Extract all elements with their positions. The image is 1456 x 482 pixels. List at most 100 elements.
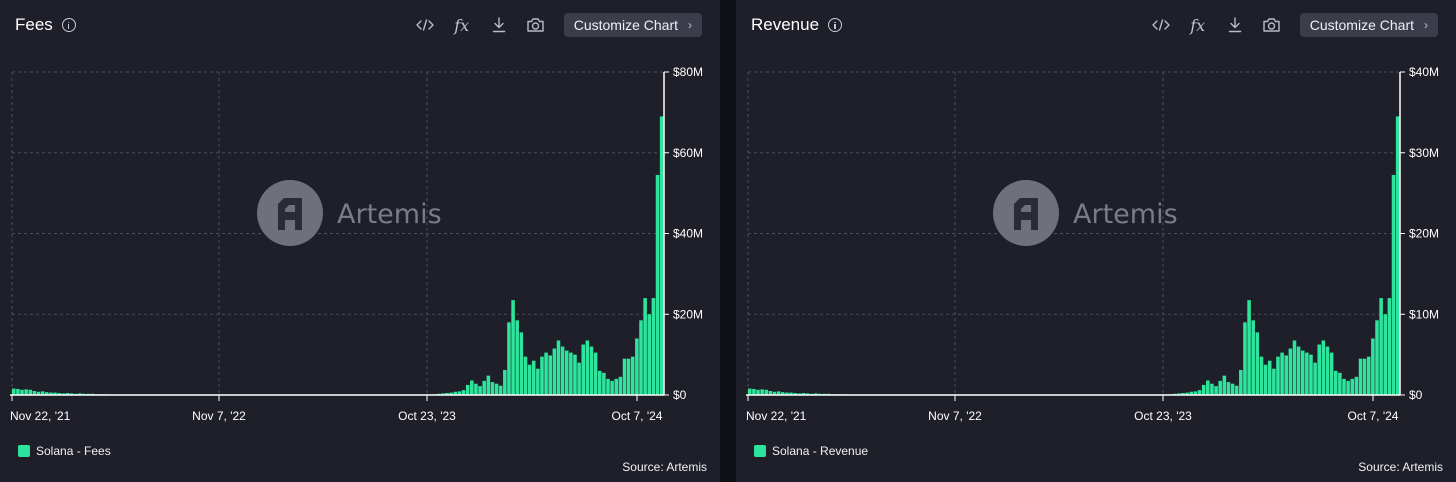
bar[interactable]: [1276, 356, 1280, 395]
bar[interactable]: [1300, 350, 1305, 395]
bar[interactable]: [1383, 314, 1388, 395]
bar[interactable]: [1181, 392, 1185, 395]
bar[interactable]: [490, 382, 495, 395]
bar[interactable]: [1267, 360, 1272, 395]
bar[interactable]: [564, 350, 569, 395]
bar[interactable]: [569, 352, 573, 395]
bar[interactable]: [1346, 380, 1350, 395]
bar[interactable]: [441, 393, 445, 395]
bar[interactable]: [1309, 354, 1313, 396]
bar[interactable]: [78, 393, 82, 395]
bar[interactable]: [69, 393, 74, 395]
bar[interactable]: [1234, 385, 1239, 395]
bar[interactable]: [764, 389, 769, 395]
bar[interactable]: [1379, 298, 1383, 395]
bar[interactable]: [610, 380, 614, 395]
bar[interactable]: [789, 392, 793, 395]
bar[interactable]: [1185, 392, 1189, 395]
bar[interactable]: [1358, 358, 1363, 395]
bar[interactable]: [606, 378, 610, 395]
camera-icon[interactable]: [525, 14, 547, 36]
bar[interactable]: [748, 388, 752, 395]
bar[interactable]: [618, 376, 623, 395]
bar[interactable]: [1329, 352, 1334, 395]
formula-icon[interactable]: fx: [454, 15, 470, 35]
bar[interactable]: [1226, 382, 1231, 395]
bar[interactable]: [453, 391, 458, 395]
bar[interactable]: [515, 320, 519, 395]
bar[interactable]: [519, 332, 524, 395]
bar[interactable]: [630, 356, 635, 395]
bar[interactable]: [1177, 393, 1181, 395]
bar[interactable]: [1292, 340, 1297, 395]
bar[interactable]: [478, 386, 482, 395]
bar[interactable]: [1243, 322, 1247, 395]
bar[interactable]: [1387, 298, 1392, 395]
bar[interactable]: [1251, 320, 1255, 395]
bar[interactable]: [639, 320, 643, 395]
bar[interactable]: [531, 360, 536, 395]
bar[interactable]: [659, 116, 664, 395]
bar[interactable]: [781, 392, 785, 395]
bar[interactable]: [585, 340, 590, 395]
bar[interactable]: [1218, 380, 1222, 395]
bar[interactable]: [486, 375, 491, 395]
bar[interactable]: [1263, 364, 1268, 395]
bar[interactable]: [560, 346, 565, 395]
bar[interactable]: [573, 354, 577, 396]
bar[interactable]: [1333, 370, 1338, 395]
bar[interactable]: [805, 393, 810, 395]
bar[interactable]: [760, 389, 764, 395]
bar[interactable]: [494, 383, 499, 395]
bar[interactable]: [61, 393, 66, 395]
bar[interactable]: [655, 174, 660, 395]
bar[interactable]: [16, 388, 20, 395]
bar[interactable]: [445, 392, 449, 395]
bar[interactable]: [45, 392, 49, 395]
bar[interactable]: [1206, 380, 1210, 395]
bar[interactable]: [544, 352, 548, 395]
bar[interactable]: [536, 368, 540, 395]
bar[interactable]: [461, 390, 466, 395]
bar[interactable]: [626, 358, 631, 395]
bar[interactable]: [793, 392, 797, 395]
bar[interactable]: [65, 392, 70, 395]
bar[interactable]: [12, 388, 16, 395]
bar[interactable]: [1362, 358, 1367, 395]
bar[interactable]: [593, 352, 598, 395]
embed-icon[interactable]: [1150, 14, 1172, 36]
bar[interactable]: [1305, 352, 1309, 395]
bar[interactable]: [589, 346, 594, 395]
bar[interactable]: [474, 383, 478, 395]
bar[interactable]: [1317, 344, 1321, 395]
bar[interactable]: [1280, 352, 1284, 395]
bar[interactable]: [1201, 384, 1206, 395]
bar[interactable]: [647, 314, 652, 395]
bar[interactable]: [40, 391, 45, 395]
bar[interactable]: [457, 391, 462, 395]
camera-icon[interactable]: [1261, 14, 1283, 36]
bar[interactable]: [523, 356, 528, 395]
bar[interactable]: [1313, 362, 1317, 395]
bar[interactable]: [622, 358, 627, 395]
bar[interactable]: [1375, 320, 1379, 395]
bar[interactable]: [1354, 376, 1359, 395]
bar[interactable]: [1239, 369, 1243, 395]
bar[interactable]: [1288, 348, 1293, 395]
bar[interactable]: [465, 384, 470, 395]
bar[interactable]: [577, 362, 581, 395]
bar[interactable]: [1197, 390, 1202, 395]
bar[interactable]: [801, 392, 806, 395]
bar[interactable]: [776, 391, 781, 395]
bar[interactable]: [1350, 378, 1355, 395]
formula-icon[interactable]: fx: [1190, 15, 1206, 35]
bar[interactable]: [752, 388, 756, 395]
bar[interactable]: [1338, 372, 1342, 395]
bar[interactable]: [540, 356, 544, 395]
bar[interactable]: [1395, 116, 1400, 395]
bar[interactable]: [635, 338, 639, 395]
bar[interactable]: [643, 298, 647, 395]
bar[interactable]: [552, 348, 557, 395]
bar[interactable]: [1391, 174, 1396, 395]
bar[interactable]: [1371, 338, 1375, 395]
